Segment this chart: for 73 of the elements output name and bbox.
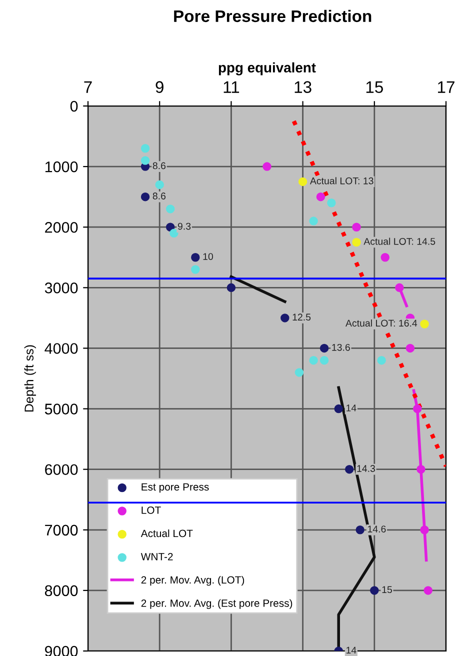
y-tick-label: 7000 xyxy=(45,524,78,536)
point xyxy=(344,464,354,474)
annotation: 12.5 xyxy=(292,314,311,321)
point xyxy=(140,192,150,202)
point xyxy=(370,586,379,595)
x-tick-label: 17 xyxy=(438,81,454,93)
point xyxy=(166,222,175,232)
point xyxy=(320,344,329,353)
annotation: 14.3 xyxy=(357,465,375,472)
point xyxy=(166,204,175,214)
x-tick-label: 13 xyxy=(294,81,312,93)
annotation: Actual LOT: 13 xyxy=(310,177,374,184)
point xyxy=(420,320,429,328)
legend-label: Est pore Press xyxy=(142,483,209,493)
y-tick-label: 8000 xyxy=(44,585,78,596)
y-tick-label: 5000 xyxy=(44,404,78,414)
x-tick-label: 15 xyxy=(366,81,383,93)
point xyxy=(352,238,361,247)
point xyxy=(356,526,364,534)
annotation: Actual LOT: 16.4 xyxy=(346,319,418,327)
y-tick-label: 3000 xyxy=(44,282,78,294)
point xyxy=(155,180,164,190)
x-tick-label: 11 xyxy=(224,81,240,93)
legend-label: 2 per. Mov. Avg. (Est pore Press) xyxy=(141,599,292,609)
annotation: 10 xyxy=(203,253,213,260)
x-tick-label: 7 xyxy=(84,81,92,93)
x-axis-title: ppg equivalent xyxy=(218,62,316,76)
legend-label: LOT xyxy=(142,506,161,514)
point xyxy=(327,198,336,208)
annotation: 13.6 xyxy=(332,344,350,351)
y-axis-title: Depth (ft ss) xyxy=(24,345,36,412)
x-tick-label: 9 xyxy=(156,81,164,93)
point xyxy=(140,144,150,153)
point xyxy=(280,314,290,322)
y-tick-label: 2000 xyxy=(45,222,78,233)
y-tick-label: 1000 xyxy=(45,161,78,172)
point xyxy=(380,253,390,262)
point xyxy=(191,253,200,262)
chart-title: Pore Pressure Prediction xyxy=(174,10,372,22)
annotation: Actual LOT: 14.5 xyxy=(364,238,436,245)
annotation: 9.3 xyxy=(178,222,191,230)
annotation: 14 xyxy=(346,404,356,412)
annotation: 14.6 xyxy=(368,526,386,532)
point xyxy=(395,283,404,292)
point xyxy=(412,404,422,414)
point xyxy=(416,464,426,474)
point xyxy=(316,192,326,202)
point xyxy=(320,356,329,365)
y-tick-label: 6000 xyxy=(45,464,78,476)
y-tick-label: 0 xyxy=(70,100,78,112)
annotation: 14 xyxy=(346,646,356,654)
point xyxy=(298,177,308,186)
point xyxy=(377,356,386,365)
point xyxy=(406,344,415,353)
point xyxy=(262,162,272,171)
y-tick-label: 4000 xyxy=(44,343,78,354)
annotation: 8.6 xyxy=(152,162,166,170)
point xyxy=(226,283,236,292)
point xyxy=(352,222,361,232)
legend-label: WNT-2 xyxy=(140,552,173,560)
point xyxy=(420,526,429,534)
point xyxy=(309,356,318,365)
legend-label: Actual LOT xyxy=(140,529,193,538)
annotation: 8.6 xyxy=(152,192,166,200)
point xyxy=(140,156,150,165)
point xyxy=(334,404,343,414)
point xyxy=(170,228,178,238)
annotation: 15 xyxy=(382,586,392,594)
legend-label: 2 per. Mov. Avg. (LOT) xyxy=(141,576,244,586)
point xyxy=(424,586,432,595)
point xyxy=(309,216,318,226)
point xyxy=(191,265,200,274)
point xyxy=(294,368,304,377)
